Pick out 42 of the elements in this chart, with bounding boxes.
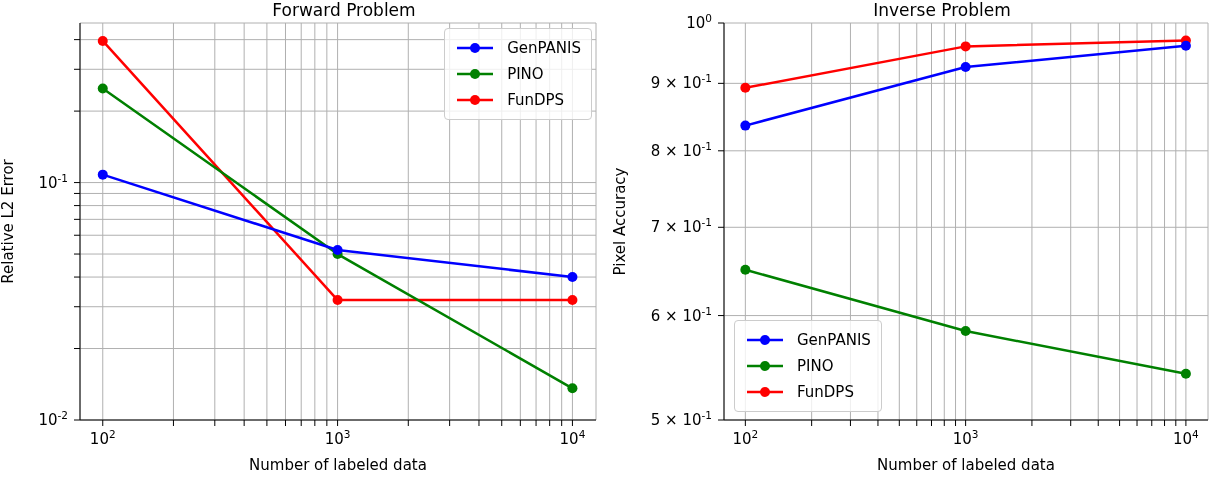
chart-title: Forward Problem [272, 0, 416, 20]
point [740, 264, 751, 275]
chart-title: Inverse Problem [873, 0, 1011, 20]
x-tick-label: 10$^{3}$ [952, 428, 979, 448]
legend-label: FunDPS [507, 91, 565, 109]
point [567, 383, 578, 394]
legend-label: GenPANIS [797, 331, 871, 349]
legend-label: PINO [797, 357, 834, 375]
point [567, 272, 578, 283]
point [960, 326, 971, 337]
legend-label: FunDPS [797, 383, 854, 401]
y-tick-label: 5 × 10$^{-1}$ [650, 409, 712, 429]
y-tick-label: 7 × 10$^{-1}$ [650, 216, 712, 237]
y-tick-label: 9 × 10$^{-1}$ [650, 72, 712, 93]
y-tick-label: 10$^{0}$ [686, 12, 712, 32]
point [567, 295, 578, 306]
y-tick-label: 10$^{-1}$ [38, 171, 68, 192]
point [332, 295, 343, 306]
point [1180, 40, 1191, 51]
point [332, 245, 343, 255]
x-tick-label: 10$^{2}$ [89, 428, 116, 448]
y-tick-label: 8 × 10$^{-1}$ [650, 139, 712, 160]
x-axis-title: Number of labeled data [877, 456, 1055, 474]
legend-label: PINO [507, 65, 544, 83]
x-axis-title: Number of labeled data [249, 456, 427, 474]
point [960, 62, 971, 73]
x-tick-label: 10$^{3}$ [324, 428, 351, 448]
y-tick-label: 10$^{-2}$ [38, 409, 68, 429]
x-tick-label: 10$^{4}$ [1173, 428, 1200, 448]
point [960, 41, 971, 52]
point [97, 35, 108, 46]
y-tick-label: 6 × 10$^{-1}$ [650, 304, 712, 325]
y-axis-title: Relative L2 Error [0, 158, 18, 284]
point [97, 83, 108, 94]
point [97, 169, 108, 180]
y-axis-title: Pixel Accuracy [611, 167, 630, 276]
legend-label: GenPANIS [507, 39, 581, 57]
point [740, 120, 751, 131]
x-tick-label: 10$^{4}$ [559, 428, 586, 448]
x-tick-label: 10$^{2}$ [732, 428, 759, 448]
point [1180, 368, 1191, 379]
point [740, 82, 751, 93]
